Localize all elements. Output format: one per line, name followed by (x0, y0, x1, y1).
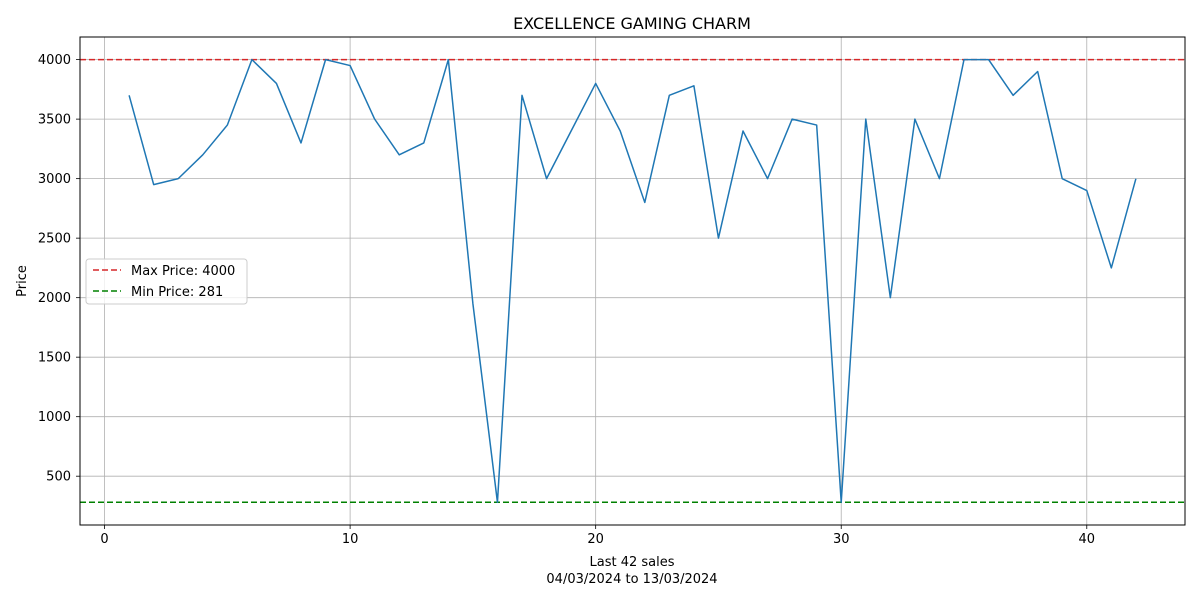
plot-frame (79, 36, 1186, 526)
x-tick-label: 0 (100, 532, 108, 547)
y-tick-label: 2000 (38, 291, 71, 306)
legend-label-max: Max Price: 4000 (131, 264, 235, 279)
y-tick-label: 4000 (38, 53, 71, 68)
y-tick-label: 2500 (38, 232, 71, 247)
x-axis-label: Last 42 sales (589, 555, 674, 570)
x-tick-label: 10 (342, 532, 359, 547)
y-tick-label: 3500 (38, 113, 71, 128)
x-tick-label: 30 (833, 532, 850, 547)
series-layer (128, 58, 1137, 504)
y-tick-label: 500 (46, 470, 71, 485)
legend: Max Price: 4000 Min Price: 281 (85, 258, 248, 305)
chart-title: EXCELLENCE GAMING CHARM (513, 14, 751, 33)
legend-box (85, 258, 248, 305)
price-series-line (128, 58, 1137, 504)
reference-lines (80, 58, 1185, 504)
y-axis-ticks: 500 1000 1500 2000 2500 3000 3500 4000 (38, 53, 80, 485)
x-tick-label: 40 (1079, 532, 1096, 547)
y-tick-label: 1000 (38, 410, 71, 425)
x-axis-ticks: 0 10 20 30 40 (100, 525, 1095, 547)
y-tick-label: 1500 (38, 351, 71, 366)
x-axis-sublabel: 04/03/2024 to 13/03/2024 (546, 572, 717, 587)
y-axis-label: Price (15, 265, 30, 297)
y-tick-label: 3000 (38, 172, 71, 187)
x-tick-label: 20 (587, 532, 604, 547)
legend-label-min: Min Price: 281 (131, 285, 223, 300)
